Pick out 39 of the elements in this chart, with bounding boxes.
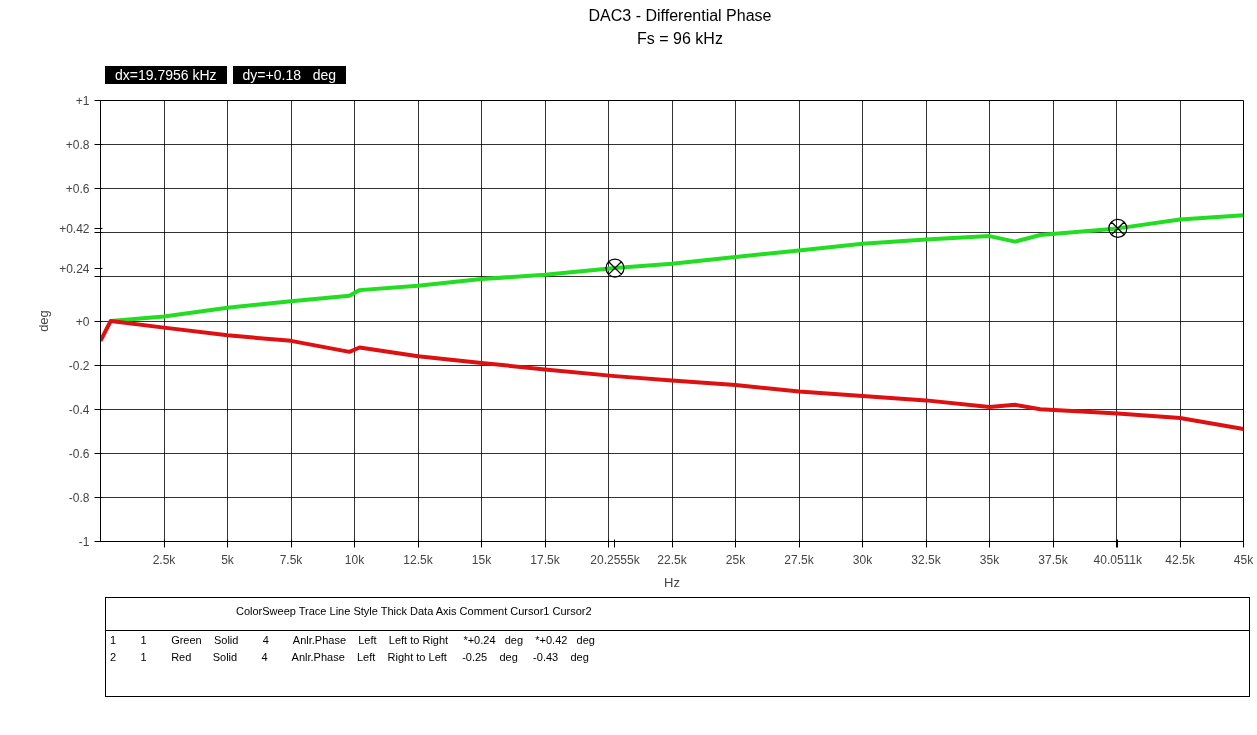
x-tick-label: 5k (221, 552, 235, 567)
y-tick-label: +1 (75, 94, 90, 108)
x-tick-label: 37.5k (1038, 552, 1069, 567)
y-tick-label: +0.6 (65, 182, 90, 197)
y-tick-label: -0.8 (68, 490, 90, 505)
x-tick-label: 45k (1233, 552, 1255, 567)
y-tick-label: +0.24 (59, 261, 90, 276)
x-tick-label: 2.5k (152, 552, 177, 567)
x-tick-label: 35k (979, 552, 1001, 567)
text: dy=+0.18 deg (232, 65, 346, 84)
chart-subtitle: Fs = 96 kHz (636, 28, 724, 49)
x-tick-label: 30k (852, 552, 874, 567)
x-tick-label: 10k (344, 552, 366, 567)
x-tick-label: 7.5k (279, 552, 304, 567)
x-tick-label: 40.0511k (1093, 552, 1144, 567)
y-tick-label: -1 (78, 535, 90, 549)
y-tick-label: -0.6 (68, 446, 90, 461)
x-tick-label: 25k (725, 552, 747, 567)
chart-title: DAC3 - Differential Phase (587, 6, 773, 26)
x-tick-label: 15k (471, 552, 493, 567)
y-tick-label: +0.8 (65, 138, 90, 153)
y-tick-label: -0.2 (68, 358, 90, 373)
y-tick-label: +0.42 (59, 221, 90, 236)
text: ColorSweep Trace Line Style Thick Data Axis Comment Cursor1 Cursor2 (106, 598, 1249, 631)
text: 1 1 Green Solid 4 Anlr.Phase Left Left to Right *+0.24 deg *+0.42 deg (109, 632, 596, 648)
text: 2 1 Red Solid 4 Anlr.Phase Left Right to Left -0.25 deg -0.43 deg (109, 650, 590, 666)
y-tick-label: -0.4 (68, 402, 90, 417)
x-tick-label: 20.2555k (590, 552, 641, 567)
x-tick-label: 32.5k (911, 552, 942, 567)
x-tick-label: 17.5k (530, 552, 561, 567)
x-tick-label: 42.5k (1165, 552, 1196, 567)
x-axis-title: Hz (664, 574, 680, 590)
line-series (100, 319, 1244, 432)
y-tick-label: +0 (75, 314, 90, 329)
x-tick-label: 12.5k (403, 552, 434, 567)
text: dx=19.7956 kHz (105, 65, 227, 84)
x-tick-label: 22.5k (657, 552, 688, 567)
y-axis-title: deg (36, 310, 52, 332)
x-tick-label: 27.5k (784, 552, 815, 567)
